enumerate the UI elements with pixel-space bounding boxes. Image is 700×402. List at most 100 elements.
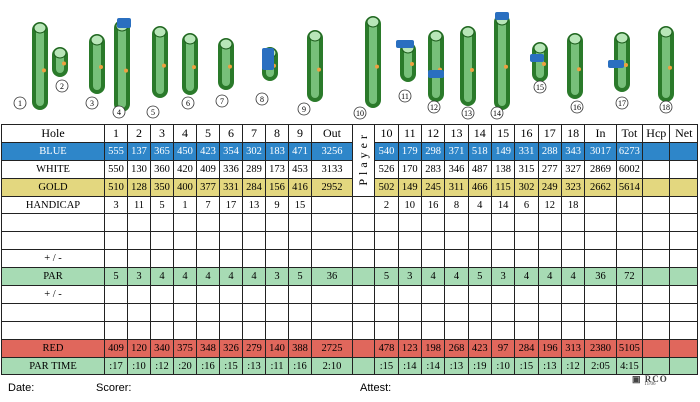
score-cell (669, 356, 698, 376)
score-cell: 409 (196, 159, 220, 179)
score-cell: 149 (490, 141, 516, 161)
score-cell (104, 213, 128, 233)
attest-label: Attest: (360, 382, 392, 394)
score-cell (104, 285, 128, 304)
score-cell (219, 320, 243, 340)
score-cell: 423 (196, 141, 220, 161)
score-cell: 16 (420, 195, 446, 215)
hole-number: 3 (90, 99, 94, 108)
logo-code: 11/06 (644, 382, 656, 387)
score-cell (150, 249, 174, 269)
score-cell: :17 (104, 356, 128, 376)
score-cell: 1 (173, 195, 197, 215)
score-cell: 3256 (311, 141, 353, 161)
hole-diagram: 10 (353, 16, 381, 120)
bunker (624, 63, 628, 67)
hole-diagram: 6 (181, 33, 198, 110)
score-row: GOLD 510 128 350 400 377 331 284 156 416 2952 (1, 177, 353, 197)
hole-number-cell: 4 (173, 124, 197, 143)
fairway (186, 37, 194, 91)
score-cell: 130 (127, 159, 151, 179)
hole-number: 11 (401, 92, 409, 101)
score-cell (288, 320, 312, 340)
score-row: :15:14:14:13:19:10:15:13:12 2:05 4:15 (351, 356, 698, 376)
score-cell (150, 231, 174, 251)
score-row: HANDICAP 3 11 5 1 7 17 13 9 15 (1, 195, 353, 215)
score-cell (127, 231, 151, 251)
score-cell: 3 (104, 195, 128, 215)
score-cell (196, 302, 220, 322)
score-cell: 453 (288, 159, 312, 179)
score-cell (397, 231, 422, 251)
score-cell: :15 (514, 356, 539, 376)
score-cell: 346 (444, 159, 469, 179)
score-cell (537, 285, 562, 304)
score-cell (537, 231, 562, 251)
score-cell (173, 302, 197, 322)
score-cell: 179 (397, 141, 422, 161)
hole-number-cell: 8 (265, 124, 289, 143)
player-gutter-cell (351, 302, 376, 322)
score-cell: :15 (374, 356, 399, 376)
hole-number-cell: 1 (104, 124, 128, 143)
score-row (1, 302, 353, 322)
score-cell: 4 (196, 267, 220, 287)
score-cell (615, 213, 644, 233)
score-cell (150, 213, 174, 233)
hole-number-cell: 6 (219, 124, 243, 143)
score-row: 5 3 4 4 5 3 4 4 4 36 72 (351, 267, 698, 287)
hole-diagram: 13 (460, 26, 476, 120)
score-cell (444, 249, 469, 269)
score-cell: 268 (444, 338, 469, 358)
score-cell: 123 (397, 338, 422, 358)
score-cell (584, 195, 617, 215)
score-cell (669, 213, 698, 233)
score-cell: 327 (560, 159, 586, 179)
score-cell (288, 249, 312, 269)
hole-number-cell: 11 (397, 124, 422, 143)
score-cell (444, 320, 469, 340)
hole-number-cell: 5 (196, 124, 220, 143)
water-hazard (495, 12, 509, 20)
score-cell: 13 (242, 195, 266, 215)
water-hazard (428, 70, 444, 78)
score-cell (196, 320, 220, 340)
score-cell: 14 (490, 195, 516, 215)
hole-number-cell: 14 (467, 124, 492, 143)
score-cell: 12 (537, 195, 562, 215)
score-cell (642, 302, 671, 322)
score-cell: 245 (420, 177, 446, 197)
score-cell: 400 (173, 177, 197, 197)
score-cell (242, 213, 266, 233)
score-cell: :13 (537, 356, 562, 376)
bunker (470, 68, 474, 72)
score-row: 526 170 283 346 487 138 315 277 327 2869 6002 (353, 159, 698, 179)
hole-diagram: 11 (398, 42, 416, 103)
score-cell: 331 (219, 177, 243, 197)
score-cell (150, 320, 174, 340)
score-cell (311, 231, 353, 251)
score-cell: 540 (374, 141, 399, 161)
score-cell: 416 (288, 177, 312, 197)
score-cell: 115 (490, 177, 516, 197)
hole-number-badge (570, 100, 584, 114)
green (366, 16, 380, 28)
score-cell (374, 302, 399, 322)
score-cell (467, 213, 492, 233)
score-cell (615, 285, 644, 304)
score-cell (311, 249, 353, 269)
score-cell: 2:10 (311, 356, 353, 376)
score-cell (584, 213, 617, 233)
score-cell: :12 (150, 356, 174, 376)
score-cell: 149 (397, 177, 422, 197)
hole-number-badge (146, 105, 160, 119)
score-cell (288, 213, 312, 233)
hole-diagram: 16 (567, 33, 584, 114)
bunker (99, 65, 103, 69)
bunker (542, 62, 546, 66)
score-cell (669, 141, 698, 161)
score-row: + / - (1, 285, 353, 304)
row-label: HANDICAP (1, 195, 105, 215)
score-cell (490, 302, 516, 322)
score-cell (444, 231, 469, 251)
